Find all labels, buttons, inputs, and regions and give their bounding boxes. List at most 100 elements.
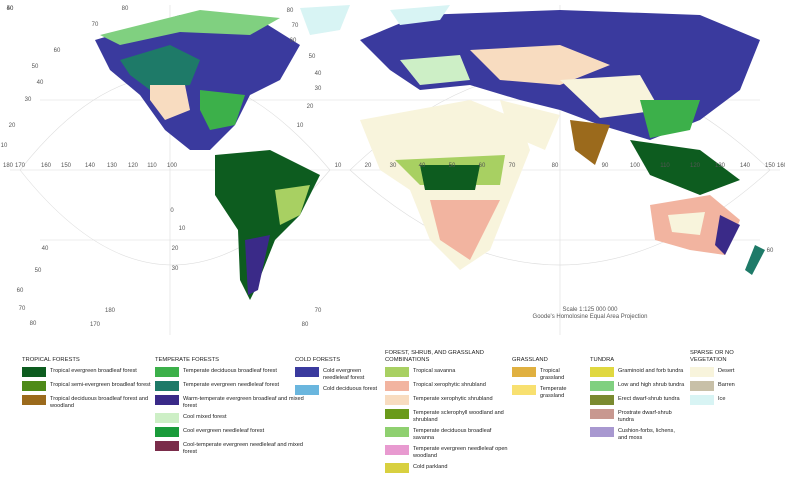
legend-swatch <box>385 463 409 473</box>
legend-swatch <box>385 367 409 377</box>
legend-item: Cool mixed forest <box>155 413 305 423</box>
legend-swatch <box>385 381 409 391</box>
legend-item: Temperate evergreen needleleaf forest <box>155 381 305 391</box>
legend-group-title: TROPICAL FORESTS <box>22 357 80 363</box>
legend-swatch <box>295 367 319 377</box>
legend-swatch <box>155 367 179 377</box>
legend-item: Temperate deciduous broadleaf savanna <box>385 427 510 441</box>
graticule-label: 50 <box>309 54 316 60</box>
legend-item: Cool-temperate evergreen needleleaf and … <box>155 441 305 455</box>
legend-label: Temperate evergreen needleleaf forest <box>183 382 280 388</box>
legend-item: Warm-temperate evergreen broadleaf and m… <box>155 395 305 409</box>
legend-swatch <box>385 427 409 437</box>
legend-label: Temperate evergreen needleleaf open wood… <box>413 446 508 459</box>
legend-item: Temperate xerophytic shrubland <box>385 395 510 405</box>
graticule-label: 30 <box>172 266 179 272</box>
legend-item: Temperate sclerophyll woodland and shrub… <box>385 409 510 423</box>
legend-swatch <box>512 367 536 377</box>
legend-swatch <box>690 381 714 391</box>
legend-label: Ice <box>718 396 726 402</box>
graticule-label: 60 <box>479 163 486 169</box>
legend-item: Prostrate dwarf-shrub tundra <box>590 409 685 423</box>
legend-swatch <box>385 409 409 419</box>
graticule-label: 20 <box>365 163 372 169</box>
legend-label: Temperate deciduous broadleaf savanna <box>413 428 492 441</box>
legend-label: Cold deciduous forest <box>323 386 378 392</box>
legend-label: Temperate deciduous broadleaf forest <box>183 368 277 374</box>
graticule-label: 180 <box>3 163 14 169</box>
legend-group: SPARSE OR NO VEGETATION Desert Barren Ice <box>690 350 760 409</box>
graticule-label: 30 <box>390 163 397 169</box>
graticule-label: 100 <box>167 163 178 169</box>
legend-item: Cool evergreen needleleaf forest <box>155 427 305 437</box>
legend-label: Cool-temperate evergreen needleleaf and … <box>183 442 304 455</box>
legend-label: Temperate sclerophyll woodland and shrub… <box>413 410 504 423</box>
legend-label: Tropical grassland <box>540 368 565 381</box>
legend-label: Tropical savanna <box>413 368 456 374</box>
graticule-label: 10 <box>179 226 186 232</box>
graticule-label: 130 <box>107 163 118 169</box>
graticule-label: 160 <box>41 163 52 169</box>
legend-group: TUNDRA Graminoid and forb tundra Low and h… <box>590 357 685 445</box>
graticule-label: 70 <box>292 23 299 29</box>
graticule-label: 10 <box>297 123 304 129</box>
legend-swatch <box>385 395 409 405</box>
legend-item: Erect dwarf-shrub tundra <box>590 395 685 405</box>
legend-swatch <box>22 381 46 391</box>
legend-swatch <box>690 367 714 377</box>
graticule-label: 50 <box>449 163 456 169</box>
graticule-label: 10 <box>335 163 342 169</box>
graticule-label: 110 <box>660 163 670 169</box>
graticule-label: 80 <box>287 8 294 14</box>
page: {"map": { "scale": "Scale 1:125 000 000"… <box>0 5 785 473</box>
graticule-label: 150 <box>61 163 72 169</box>
graticule-label: 140 <box>740 163 751 169</box>
graticule-label: 50 <box>35 268 42 274</box>
legend-item: Barren <box>690 381 760 391</box>
legend-item: Tropical evergreen broadleaf forest <box>22 367 152 377</box>
graticule-label: 120 <box>128 163 139 169</box>
legend-group-title: TEMPERATE FORESTS <box>155 357 219 363</box>
legend-label: Cool mixed forest <box>183 414 227 420</box>
legend-label: Tropical deciduous broadleaf forest and … <box>50 396 149 409</box>
continents <box>95 5 765 300</box>
legend-swatch <box>155 395 179 405</box>
graticule-label: 160 <box>777 163 785 169</box>
legend-label: Erect dwarf-shrub tundra <box>618 396 680 402</box>
legend-item: Cold deciduous forest <box>295 385 385 395</box>
legend-item: Desert <box>690 367 760 377</box>
legend-label: Tropical xerophytic shrubland <box>413 382 486 388</box>
graticule-label: 140 <box>85 163 96 169</box>
graticule-label: 40 <box>419 163 426 169</box>
legend-label: Barren <box>718 382 735 388</box>
legend-swatch <box>512 385 536 395</box>
graticule-label: 30 <box>315 86 322 92</box>
map: Scale 1:125 000 000 Goode's Homolosine E… <box>1 5 785 335</box>
legend-label: Cold evergreen needleleaf forest <box>323 368 365 381</box>
legend-swatch <box>155 427 179 437</box>
graticule-label: 130 <box>715 163 726 169</box>
graticule-label: 180 <box>105 308 116 314</box>
legend-label: Low and high shrub tundra <box>618 382 685 388</box>
graticule-label: 170 <box>90 322 101 328</box>
graticule-label: 150 <box>765 163 776 169</box>
legend-label: Cool evergreen needleleaf forest <box>183 428 265 434</box>
graticule-label: 70 <box>92 22 99 28</box>
graticule-label: 100 <box>630 163 641 169</box>
legend-group: TROPICAL FORESTS Tropical evergreen broad… <box>22 357 152 413</box>
legend-swatch <box>690 395 714 405</box>
legend-group-title: FOREST, SHRUB, AND GRASSLAND COMBINATION… <box>385 350 484 363</box>
legend-swatch <box>590 381 614 391</box>
scale-text: Scale 1:125 000 000 <box>562 307 618 313</box>
legend-item: Tropical grassland <box>512 367 582 381</box>
legend-item: Low and high shrub tundra <box>590 381 685 391</box>
legend-swatch <box>22 395 46 405</box>
graticule-label: 60 <box>17 288 24 294</box>
legend-swatch <box>590 427 614 437</box>
graticule-label: 90 <box>602 163 609 169</box>
graticule-label: 60 <box>767 248 774 254</box>
legend-item: Tropical semi-evergreen broadleaf forest <box>22 381 152 391</box>
legend-label: Desert <box>718 368 735 374</box>
legend-label: Prostrate dwarf-shrub tundra <box>618 410 672 423</box>
legend-item: Tropical xerophytic shrubland <box>385 381 510 391</box>
